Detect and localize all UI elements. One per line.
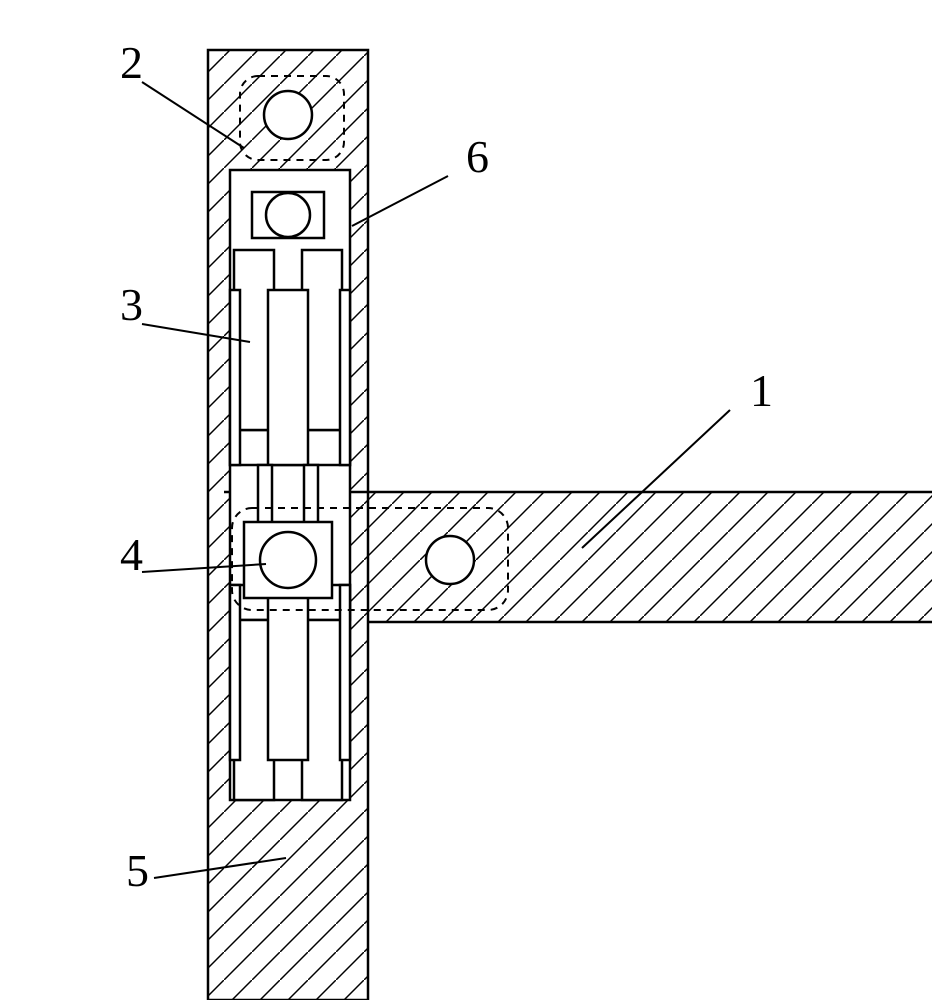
label-1: 1 — [750, 365, 773, 416]
technical-diagram: 1 2 3 4 5 6 — [0, 0, 932, 1000]
circle-mid — [260, 532, 316, 588]
label-6: 6 — [466, 131, 489, 182]
label-2: 2 — [120, 37, 143, 88]
label-5: 5 — [126, 845, 149, 896]
circle-top-free — [264, 91, 312, 139]
circle-right — [426, 536, 474, 584]
label-3: 3 — [120, 279, 143, 330]
label-4: 4 — [120, 529, 143, 580]
circle-top-boxed — [266, 193, 310, 237]
